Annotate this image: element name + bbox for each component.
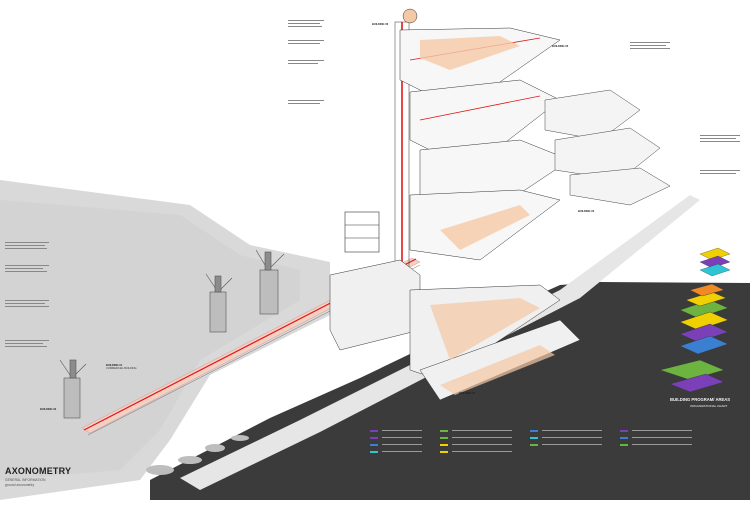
building-06-label: BUILDING 06: [372, 23, 389, 26]
legend-area: [370, 430, 628, 453]
building-01-sublabel: COMMERCIAL BUILDING: [106, 367, 137, 370]
crane-2: [205, 273, 233, 333]
building-02-label: BUILDING 02: [40, 408, 57, 411]
drawing-title: AXONOMETRY: [5, 466, 72, 476]
building-01-label: BUILDING 01: [106, 364, 123, 367]
peach-floor-tint: [420, 36, 530, 250]
note-lines-right: [630, 42, 740, 174]
program-stack-mini: [699, 247, 731, 277]
crane-3: [255, 249, 285, 315]
right-building-block: [544, 89, 671, 206]
building-03-label: BUILDING 03: [578, 210, 595, 213]
lower-peach-tint: [430, 298, 555, 395]
building-04-label: BUILDING 04: [459, 392, 476, 395]
legend-text-lines: [382, 430, 692, 452]
note-lines-left: [5, 242, 49, 347]
small-section-tower: [344, 211, 380, 253]
program-stack: [659, 283, 729, 393]
program-subtitle: ORGANIZATIONAL CHART: [690, 404, 728, 408]
crane-1: [59, 359, 87, 419]
drawing-subtitle-2: ground axonometry: [5, 483, 35, 487]
drawing-subtitle: GENERAL INFORMATION: [5, 478, 46, 482]
building-05-label: BUILDING 05: [552, 45, 569, 48]
road-strip: [180, 195, 700, 490]
program-title: BUILDING PROGRAM/ AREAS: [670, 397, 731, 402]
rocks: [146, 435, 249, 475]
note-lines-top: [288, 20, 324, 104]
